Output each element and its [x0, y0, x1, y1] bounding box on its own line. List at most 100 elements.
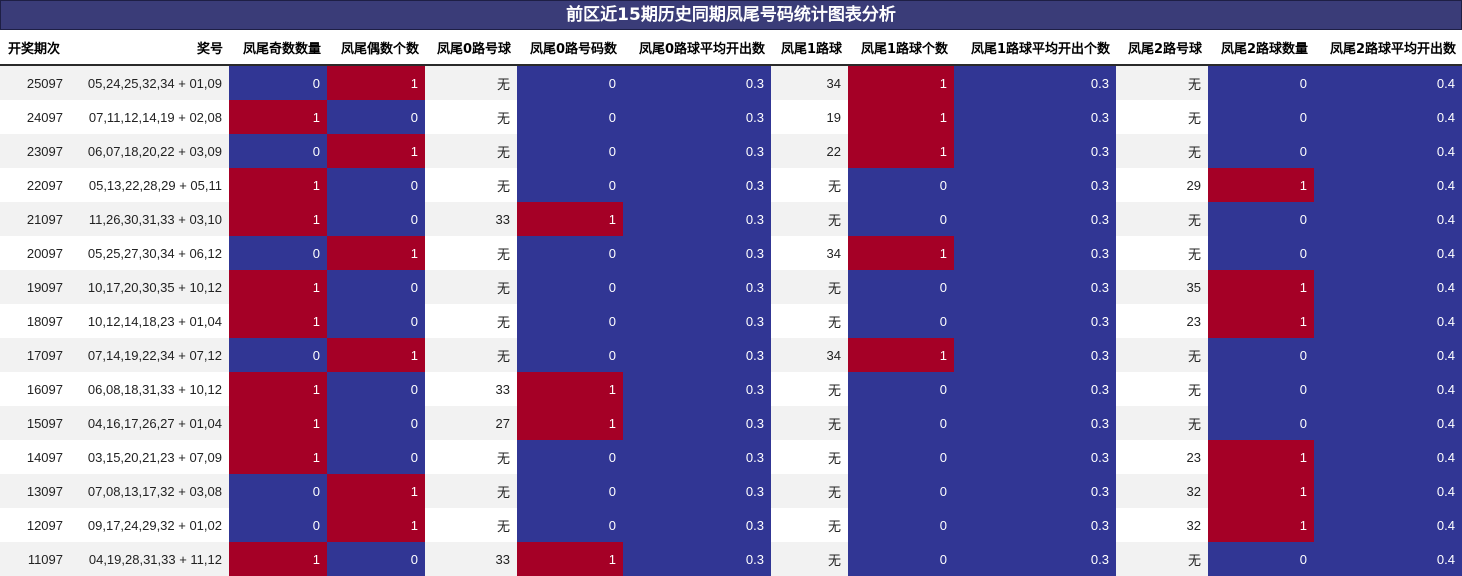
table-row: 14097 03,15,20,21,23 + 07,09 1 0 无 0 0.3 无 0 0.3 2…	[0, 440, 1462, 474]
heat-cell: 0	[848, 440, 954, 474]
heat-cell: 0	[848, 168, 954, 202]
heat-cell: 0.4	[1314, 508, 1462, 542]
heat-cell: 1	[848, 100, 954, 134]
heat-cell: 1	[229, 304, 327, 338]
heat-cell: 0.3	[623, 338, 771, 372]
heat-cell: 0	[517, 65, 623, 100]
heat-cell: 0.3	[623, 100, 771, 134]
table-cell: 34	[771, 236, 848, 270]
issue-cell: 21097	[0, 202, 70, 236]
heat-cell: 0.3	[954, 542, 1116, 576]
column-header: 凤尾1路球平均开出个数	[954, 30, 1116, 66]
table-cell: 无	[1116, 202, 1208, 236]
heat-cell: 0	[517, 100, 623, 134]
table-row: 19097 10,17,20,30,35 + 10,12 1 0 无 0 0.3 无 0 0.3 3…	[0, 270, 1462, 304]
issue-cell: 19097	[0, 270, 70, 304]
table-row: 15097 04,16,17,26,27 + 01,04 1 0 27 1 0.3 无 0 0.3…	[0, 406, 1462, 440]
issue-cell: 24097	[0, 100, 70, 134]
heat-cell: 0	[517, 168, 623, 202]
header-row: 开奖期次 奖号 凤尾奇数数量 凤尾偶数个数 凤尾0路号球 凤尾0路号码数 凤尾0路球平均开出…	[0, 30, 1462, 66]
heat-cell: 0.3	[954, 270, 1116, 304]
heat-cell: 0.3	[954, 440, 1116, 474]
prize-number-cell: 10,17,20,30,35 + 10,12	[70, 270, 229, 304]
heat-cell: 0	[229, 474, 327, 508]
heat-cell: 1	[327, 474, 425, 508]
issue-cell: 13097	[0, 474, 70, 508]
heat-cell: 0	[848, 474, 954, 508]
issue-cell: 15097	[0, 406, 70, 440]
heat-cell: 1	[1208, 270, 1314, 304]
heat-cell: 1	[229, 440, 327, 474]
table-cell: 无	[771, 406, 848, 440]
heat-cell: 0	[1208, 406, 1314, 440]
heat-cell: 0	[848, 406, 954, 440]
heat-cell: 0.3	[954, 304, 1116, 338]
table-cell: 22	[771, 134, 848, 168]
heat-cell: 0.3	[954, 236, 1116, 270]
heat-cell: 1	[327, 508, 425, 542]
heat-cell: 1	[327, 65, 425, 100]
table-cell: 27	[425, 406, 517, 440]
column-header: 凤尾2路球平均开出数	[1314, 30, 1462, 66]
table-cell: 无	[425, 474, 517, 508]
table-cell: 无	[425, 440, 517, 474]
heat-cell: 1	[327, 134, 425, 168]
table-cell: 33	[425, 202, 517, 236]
heat-cell: 0	[327, 168, 425, 202]
column-header: 凤尾1路球个数	[848, 30, 954, 66]
table-cell: 无	[1116, 134, 1208, 168]
heat-cell: 0.3	[623, 304, 771, 338]
table-cell: 无	[425, 168, 517, 202]
prize-number-cell: 05,25,27,30,34 + 06,12	[70, 236, 229, 270]
heat-cell: 0	[517, 440, 623, 474]
heat-cell: 1	[327, 236, 425, 270]
heat-cell: 0.3	[623, 168, 771, 202]
heat-cell: 0.3	[954, 372, 1116, 406]
table-cell: 无	[1116, 65, 1208, 100]
issue-cell: 17097	[0, 338, 70, 372]
issue-cell: 23097	[0, 134, 70, 168]
heat-cell: 0.3	[623, 440, 771, 474]
heat-cell: 1	[1208, 168, 1314, 202]
heat-cell: 1	[229, 270, 327, 304]
table-cell: 无	[425, 100, 517, 134]
heat-cell: 0.4	[1314, 65, 1462, 100]
table-cell: 无	[771, 270, 848, 304]
issue-cell: 20097	[0, 236, 70, 270]
heat-cell: 0	[517, 270, 623, 304]
heat-cell: 0.4	[1314, 270, 1462, 304]
issue-cell: 22097	[0, 168, 70, 202]
heat-cell: 0	[229, 236, 327, 270]
prize-number-cell: 05,24,25,32,34 + 01,09	[70, 65, 229, 100]
table-cell: 无	[425, 65, 517, 100]
table-cell: 33	[425, 372, 517, 406]
table-cell: 无	[771, 372, 848, 406]
prize-number-cell: 04,19,28,31,33 + 11,12	[70, 542, 229, 576]
table-cell: 19	[771, 100, 848, 134]
heat-cell: 0	[327, 304, 425, 338]
heat-cell: 0.3	[954, 168, 1116, 202]
heat-cell: 0.4	[1314, 542, 1462, 576]
heat-cell: 0.3	[954, 202, 1116, 236]
heat-cell: 0.3	[954, 508, 1116, 542]
heat-cell: 0	[1208, 134, 1314, 168]
issue-cell: 12097	[0, 508, 70, 542]
heat-cell: 0	[517, 338, 623, 372]
table-row: 12097 09,17,24,29,32 + 01,02 0 1 无 0 0.3 无 0 0.3 3…	[0, 508, 1462, 542]
table-cell: 无	[425, 508, 517, 542]
heat-cell: 1	[848, 134, 954, 168]
prize-number-cell: 09,17,24,29,32 + 01,02	[70, 508, 229, 542]
table-cell: 23	[1116, 304, 1208, 338]
heat-cell: 1	[229, 100, 327, 134]
table-cell: 32	[1116, 474, 1208, 508]
heat-cell: 1	[848, 338, 954, 372]
heat-cell: 0	[848, 372, 954, 406]
table-row: 25097 05,24,25,32,34 + 01,09 0 1 无 0 0.3 34 1 0.3…	[0, 65, 1462, 100]
table-cell: 无	[771, 304, 848, 338]
prize-number-cell: 10,12,14,18,23 + 01,04	[70, 304, 229, 338]
heat-cell: 0	[1208, 202, 1314, 236]
chart-title: 前区近15期历史同期凤尾号码统计图表分析	[0, 0, 1462, 30]
issue-cell: 11097	[0, 542, 70, 576]
heat-cell: 0.3	[954, 474, 1116, 508]
table-cell: 32	[1116, 508, 1208, 542]
